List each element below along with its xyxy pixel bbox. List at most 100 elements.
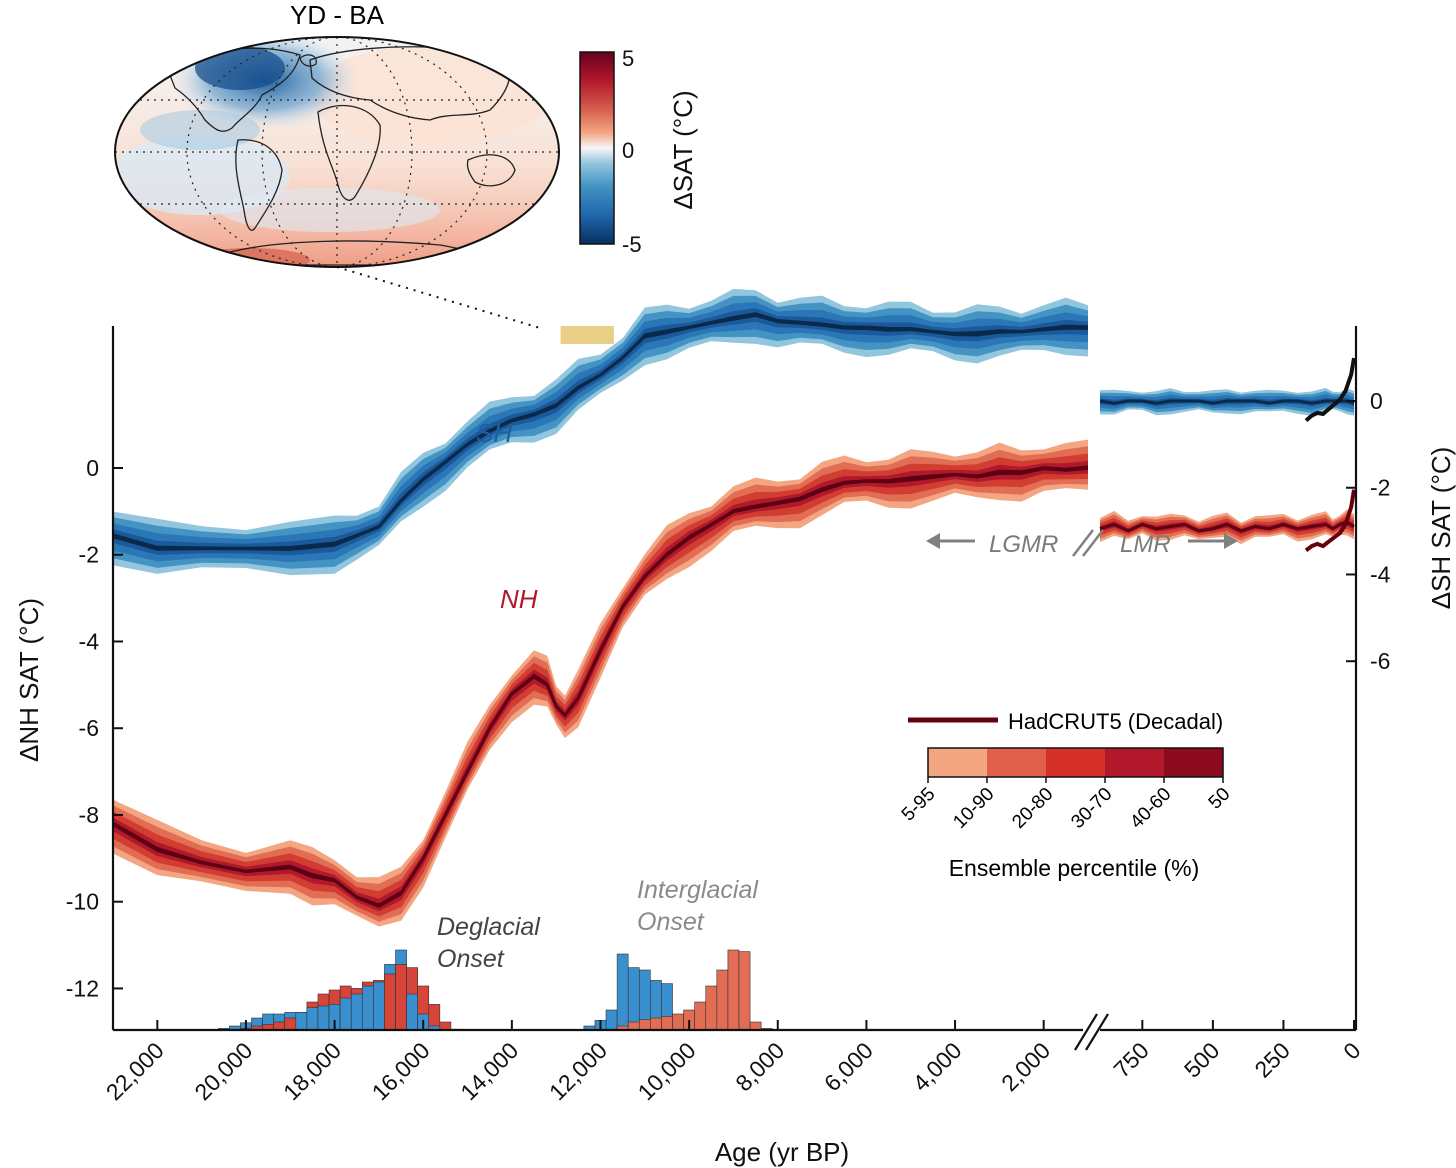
x-tick-label: 750 bbox=[1108, 1037, 1154, 1083]
lgmr-arrow-head bbox=[926, 533, 940, 549]
interglacial-hist-sh-bar bbox=[605, 1009, 618, 1031]
legend-bin-label: 5-95 bbox=[898, 784, 940, 826]
colorbar-tick-max: 5 bbox=[622, 46, 634, 71]
deglacial-hist-sh-bar bbox=[317, 1005, 330, 1031]
axis-break-mark bbox=[1085, 1013, 1109, 1051]
legend-swatch-30-70 bbox=[1105, 748, 1164, 777]
yd-window-marker bbox=[560, 326, 614, 344]
world-map bbox=[115, 37, 559, 267]
nh-band-1-3 bbox=[1100, 519, 1354, 535]
x-axis-label: Age (yr BP) bbox=[715, 1137, 849, 1167]
legend-swatch-5-95 bbox=[928, 748, 987, 777]
colorbar-tick-min: -5 bbox=[622, 232, 642, 257]
sh-median-line-1 bbox=[1099, 399, 1355, 405]
interglacial-hist-sh-bar bbox=[627, 967, 640, 1031]
legend-bin-label: 40-60 bbox=[1126, 784, 1175, 833]
nh-median-line-0 bbox=[112, 466, 1089, 908]
x-tick-label: 16,000 bbox=[367, 1037, 435, 1105]
map-title: YD - BA bbox=[290, 0, 385, 30]
interglacial-label-line1: Interglacial bbox=[637, 876, 759, 904]
nh-band-0-0 bbox=[113, 439, 1088, 927]
deglacial-label-line2: Onset bbox=[437, 945, 505, 973]
legend-bin-label: 20-80 bbox=[1008, 784, 1057, 833]
deglacial-hist-nh-bar bbox=[395, 964, 407, 1031]
lgmr-label: LGMR bbox=[989, 531, 1058, 558]
y-tick-label-left: -10 bbox=[66, 889, 99, 915]
deglacial-hist-sh-bar bbox=[350, 993, 363, 1031]
x-tick-label: 12,000 bbox=[544, 1037, 612, 1105]
legend-swatch-10-90 bbox=[987, 748, 1046, 777]
map-inset: YD - BA bbox=[114, 0, 698, 329]
interglacial-hist-nh-bar bbox=[650, 1017, 662, 1031]
x-tick-label: 500 bbox=[1179, 1037, 1225, 1083]
legend-bin-label: 10-90 bbox=[949, 784, 998, 833]
lgmr-lmr-break-mark bbox=[1072, 529, 1094, 557]
lgmr-lmr-break-mark bbox=[1082, 529, 1104, 557]
y-tick-label-right: 0 bbox=[1370, 388, 1383, 414]
deglacial-hist-nh-bar bbox=[439, 1021, 452, 1031]
interglacial-label-line2: Onset bbox=[637, 908, 705, 936]
deglacial-hist-sh-bar bbox=[306, 1007, 319, 1031]
y-tick-label-right: -4 bbox=[1370, 561, 1391, 587]
nh-median-line-1 bbox=[1099, 520, 1355, 533]
x-tick-label: 18,000 bbox=[278, 1037, 346, 1105]
legend-title: Ensemble percentile (%) bbox=[949, 855, 1200, 881]
deglacial-hist-nh-bar bbox=[273, 1021, 286, 1031]
x-tick-label: 10,000 bbox=[633, 1037, 701, 1105]
y-axis-label-right: ΔSH SAT (°C) bbox=[1426, 447, 1456, 610]
deglacial-hist-sh-bar bbox=[339, 997, 352, 1031]
y-tick-label-left: -8 bbox=[79, 802, 99, 828]
plot-area: 0 -2 -4 -6 -8 -10 -12 0 -2 -4 -6 22,000 20,000 18,000… bbox=[66, 288, 1391, 1105]
deglacial-hist-sh-bar bbox=[373, 981, 385, 1031]
colorbar-label: ΔSAT (°C) bbox=[668, 90, 698, 209]
interglacial-hist-nh-bar bbox=[716, 969, 729, 1031]
lmr-label: LMR bbox=[1120, 531, 1171, 558]
nh-label: NH bbox=[500, 584, 538, 614]
legend-bin-label: 50 bbox=[1205, 784, 1235, 814]
x-tick-label: 250 bbox=[1249, 1037, 1295, 1083]
colorbar-tick-mid: 0 bbox=[622, 138, 634, 163]
axis-break-mark bbox=[1074, 1013, 1098, 1051]
interglacial-hist-nh-bar bbox=[661, 1016, 673, 1031]
interglacial-hist-nh-bar bbox=[738, 951, 751, 1031]
y-tick-label-left: -2 bbox=[79, 542, 99, 568]
legend-swatch-frame bbox=[927, 747, 1224, 778]
interglacial-hist-nh-bar bbox=[705, 985, 718, 1031]
lmr-arrow-head bbox=[1224, 533, 1238, 549]
deglacial-hist-sh-bar bbox=[295, 1012, 308, 1031]
legend: HadCRUT5 (Decadal) 5-95 10-90 20-80 30-70 40… bbox=[898, 709, 1235, 881]
x-tick-label: 14,000 bbox=[455, 1037, 523, 1105]
legend-swatch-20-80 bbox=[1046, 748, 1105, 777]
deglacial-hist-nh-bar bbox=[284, 1017, 297, 1031]
deglacial-hist-nh-bar bbox=[384, 973, 396, 1031]
nh-band-0-1 bbox=[113, 446, 1088, 922]
sh-label: SH bbox=[476, 418, 512, 448]
deglacial-label-line1: Deglacial bbox=[437, 913, 541, 941]
map-connector bbox=[336, 266, 541, 329]
interglacial-hist-sh-bar bbox=[616, 953, 629, 1031]
y-axis-label-left: ΔNH SAT (°C) bbox=[14, 598, 44, 762]
nh-band-0-2 bbox=[113, 453, 1088, 917]
legend-swatch-40-60 bbox=[1164, 748, 1223, 777]
y-tick-label-right: -2 bbox=[1370, 475, 1390, 501]
interglacial-hist-nh-bar bbox=[638, 1019, 651, 1031]
nh-band-0-3 bbox=[113, 460, 1088, 912]
y-tick-label-left: 0 bbox=[86, 455, 99, 481]
legend-hadcrut-label: HadCRUT5 (Decadal) bbox=[1008, 709, 1223, 734]
interglacial-hist-nh-bar bbox=[749, 1021, 762, 1031]
deglacial-hist-sh-bar bbox=[361, 985, 374, 1031]
x-tick-label: 20,000 bbox=[189, 1037, 257, 1105]
deglacial-hist-sh-bar bbox=[406, 993, 418, 1031]
legend-bin-label: 30-70 bbox=[1067, 784, 1116, 833]
x-tick-label: 6,000 bbox=[819, 1037, 878, 1096]
x-tick-label: 8,000 bbox=[730, 1037, 789, 1096]
x-tick-label: 0 bbox=[1338, 1037, 1365, 1064]
interglacial-hist-nh-bar bbox=[672, 1013, 684, 1031]
interglacial-hist-nh-bar bbox=[694, 1001, 707, 1031]
y-tick-label-left: -4 bbox=[79, 628, 100, 654]
x-tick-label: 2,000 bbox=[996, 1037, 1055, 1096]
interglacial-hist-nh-bar bbox=[727, 949, 740, 1031]
sh-median-line-0 bbox=[112, 312, 1088, 550]
hadcrut-nh-line bbox=[1304, 489, 1356, 552]
